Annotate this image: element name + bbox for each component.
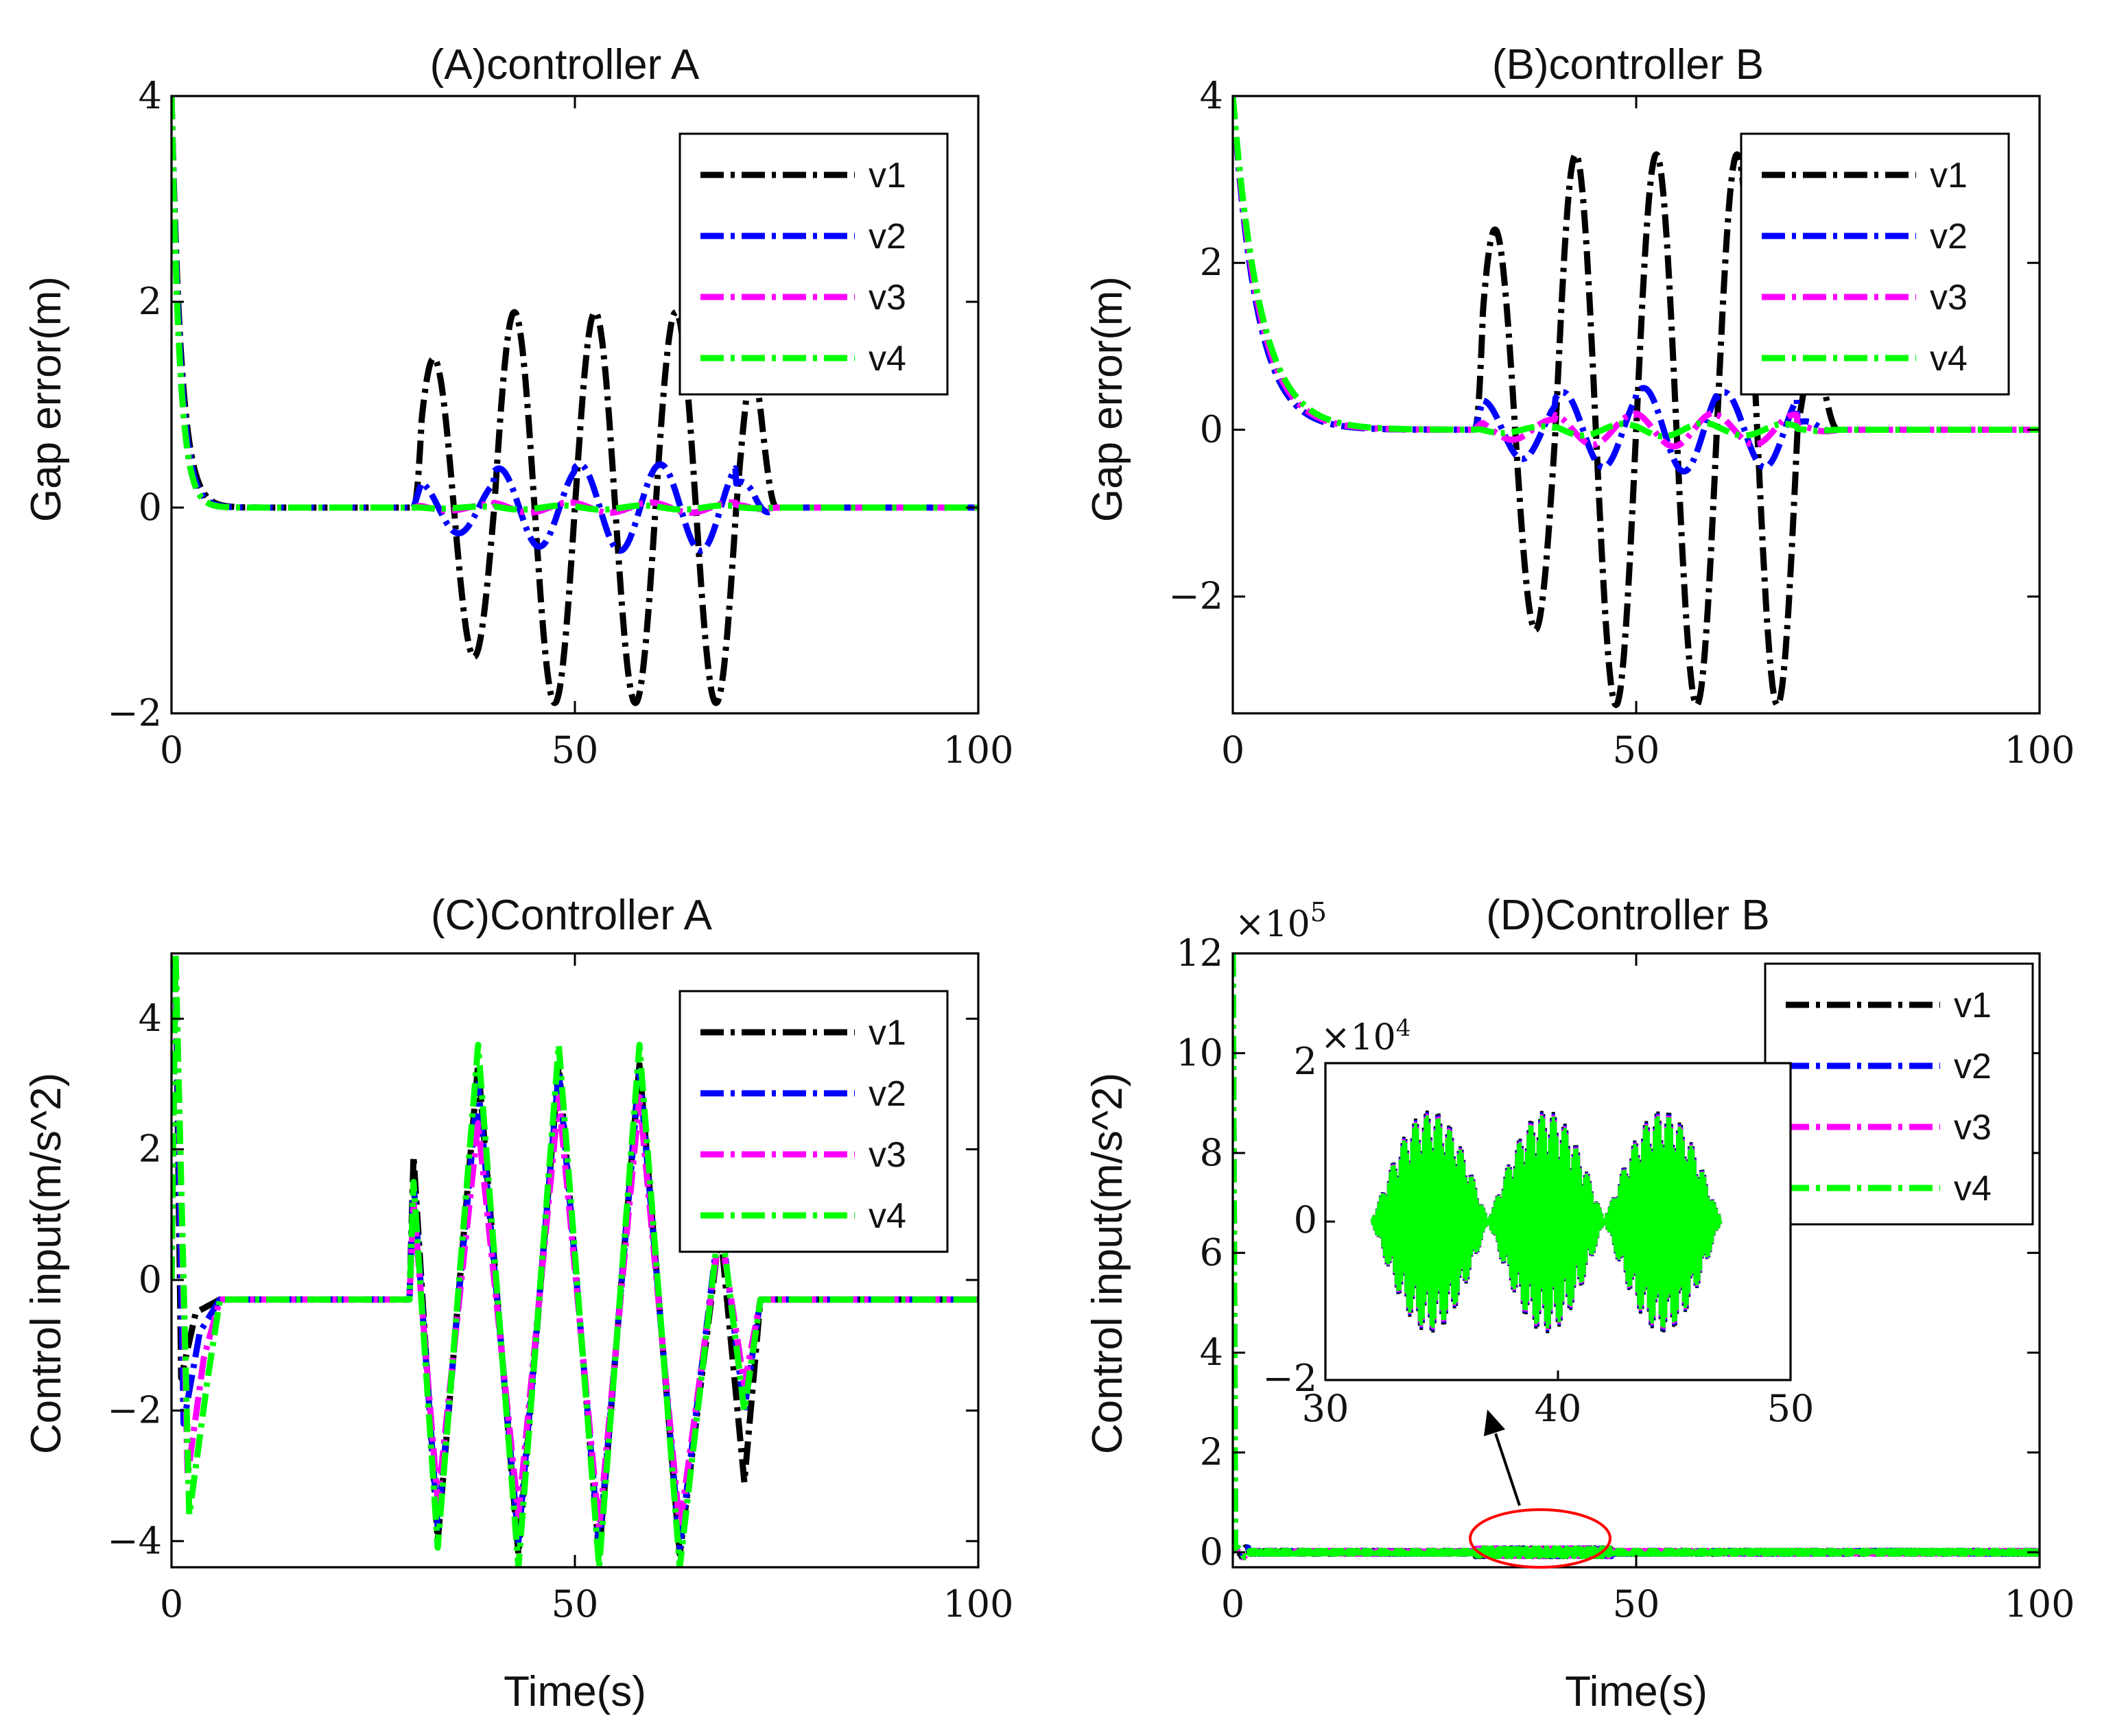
- zoom-ellipse: [1469, 1508, 1611, 1569]
- inset-x-tick-label: 30: [1302, 1387, 1349, 1430]
- x-tick-label: 0: [160, 1582, 183, 1626]
- x-tick-label: 100: [943, 1582, 1013, 1626]
- panel-d-ticks: 0 50 100 0 2 4 6 8 10 12: [1176, 931, 2075, 1626]
- inset-exponent: ×104: [1321, 1014, 1410, 1058]
- panel-a: (A)controller A Gap error(m) 0 50 100−2024…: [23, 41, 1014, 772]
- y-tick-label: 4: [139, 997, 162, 1040]
- panel-d-exponent-power: 5: [1310, 897, 1327, 927]
- y-tick-label: 0: [139, 1258, 162, 1301]
- inset-x-tick-label: 40: [1535, 1387, 1582, 1430]
- x-tick-label: 50: [1613, 1582, 1660, 1626]
- panel-c-plot: [172, 953, 978, 1567]
- y-tick-label: −4: [107, 1519, 162, 1562]
- inset-y-tick-label: 0: [1294, 1198, 1317, 1241]
- y-tick-label: 0: [139, 486, 162, 529]
- x-tick-label: 0: [160, 728, 183, 772]
- panel-c: (C)Controller A Control input(m/s^2) Tim…: [23, 892, 1014, 1715]
- legend-label-v3: v3: [869, 278, 906, 318]
- panel-b-ylabel: Gap error(m): [1084, 276, 1131, 522]
- y-tick-label: 0: [1200, 407, 1223, 451]
- x-tick-label: 0: [1221, 1582, 1244, 1626]
- legend-label-v4: v4: [1930, 339, 1968, 379]
- legend-label-v1: v1: [1930, 156, 1968, 195]
- panel-c-series-v2: [172, 953, 978, 1551]
- panel-b-legend: v1 v2 v3 v4: [1740, 132, 2010, 396]
- panel-d-ylabel: Control input(m/s^2): [1084, 1073, 1131, 1454]
- zoom-arrow-head: [1484, 1410, 1505, 1436]
- y-tick-label: 0: [1200, 1530, 1223, 1573]
- legend-label-v1: v1: [869, 156, 906, 195]
- y-tick-label: 2: [1200, 241, 1223, 284]
- y-tick-label: 8: [1200, 1131, 1223, 1174]
- panel-d-plot: [1233, 953, 2040, 1560]
- panel-a-legend: v1 v2 v3 v4: [678, 132, 949, 396]
- panel-a-ylabel: Gap error(m): [23, 276, 70, 522]
- x-tick-label: 50: [552, 1582, 599, 1626]
- legend-label-v2: v2: [1954, 1047, 1992, 1086]
- inset-x-tick-label: 50: [1767, 1387, 1815, 1430]
- y-tick-label: 12: [1176, 931, 1223, 975]
- panel-a-title: (A)controller A: [430, 41, 700, 88]
- legend-label-v1: v1: [869, 1013, 906, 1053]
- legend-label-v3: v3: [1954, 1108, 1992, 1148]
- panel-b: (B)controller B Gap error(m) 0 50 100 −2 0 2 4…: [1084, 41, 2075, 772]
- panel-d-exponent: ×105: [1235, 897, 1327, 945]
- inset-series-v4: [1370, 1115, 1723, 1329]
- panel-c-ticks: 0 50 100 −4 −2 0 2 4: [107, 953, 1014, 1626]
- y-tick-label: 2: [139, 1128, 162, 1171]
- y-tick-label: 4: [139, 74, 162, 117]
- x-tick-label: 50: [1613, 728, 1660, 772]
- legend-label-v2: v2: [869, 1074, 906, 1114]
- panel-b-ticks: 0 50 100 −2 0 2 4: [1168, 74, 2075, 772]
- y-tick-label: 4: [1200, 74, 1223, 117]
- panel-c-series-v4: [172, 953, 978, 1567]
- panel-b-plot: [1233, 96, 2040, 709]
- x-tick-label: 0: [1221, 728, 1244, 772]
- legend-label-v3: v3: [1930, 278, 1968, 318]
- panel-c-ylabel: Control input(m/s^2): [23, 1073, 70, 1454]
- inset-y-tick-label: 2: [1294, 1040, 1317, 1083]
- panel-d-inset: 30 40 50 −2 0 2 ×104: [1262, 1014, 1814, 1430]
- y-tick-label: 4: [1200, 1331, 1223, 1374]
- y-tick-label: −2: [107, 691, 162, 735]
- y-tick-label: 2: [139, 280, 162, 323]
- panel-d-title: (D)Controller B: [1486, 892, 1769, 939]
- panel-a-series-v4: [172, 96, 978, 513]
- panel-c-legend: v1 v2 v3 v4: [678, 990, 949, 1253]
- legend-label-v2: v2: [1930, 217, 1968, 257]
- panel-d: (D)Controller B Control input(m/s^2) Tim…: [1084, 892, 2075, 1715]
- panel-b-series-v4: [1233, 96, 2040, 440]
- legend-label-v4: v4: [869, 1196, 906, 1236]
- inset-plot: [1370, 1110, 1723, 1333]
- y-tick-label: −2: [1168, 575, 1223, 618]
- x-tick-label: 100: [943, 728, 1013, 772]
- panel-d-legend: v1 v2 v3 v4: [1764, 962, 2034, 1226]
- legend-label-v2: v2: [869, 217, 906, 257]
- x-tick-label: 100: [2004, 1582, 2075, 1626]
- legend-label-v4: v4: [869, 339, 906, 379]
- y-tick-label: 2: [1200, 1431, 1223, 1474]
- panel-d-exponent-base: ×10: [1235, 904, 1310, 945]
- legend-label-v3: v3: [869, 1135, 906, 1175]
- panel-d-series-v4: [1233, 953, 2040, 1560]
- zoom-arrow-shaft: [1494, 1433, 1521, 1506]
- y-tick-label: −2: [107, 1388, 162, 1431]
- panel-b-title: (B)controller B: [1492, 41, 1764, 88]
- y-tick-label: 6: [1200, 1231, 1223, 1274]
- y-tick-label: 10: [1176, 1032, 1223, 1075]
- legend-label-v1: v1: [1954, 986, 1992, 1025]
- x-tick-label: 100: [2004, 728, 2075, 772]
- inset-exponent-base: ×10: [1321, 1017, 1396, 1058]
- inset-exponent-power: 4: [1396, 1014, 1411, 1042]
- panel-c-title: (C)Controller A: [431, 892, 713, 939]
- legend-label-v4: v4: [1954, 1169, 1992, 1209]
- panel-c-xlabel: Time(s): [504, 1668, 646, 1715]
- inset-y-tick-label: −2: [1262, 1357, 1317, 1400]
- panel-a-plot: [172, 96, 978, 706]
- x-tick-label: 50: [552, 728, 599, 772]
- panel-d-xlabel: Time(s): [1565, 1668, 1708, 1715]
- inset-ticks: 30 40 50 −2 0 2: [1262, 1040, 1814, 1430]
